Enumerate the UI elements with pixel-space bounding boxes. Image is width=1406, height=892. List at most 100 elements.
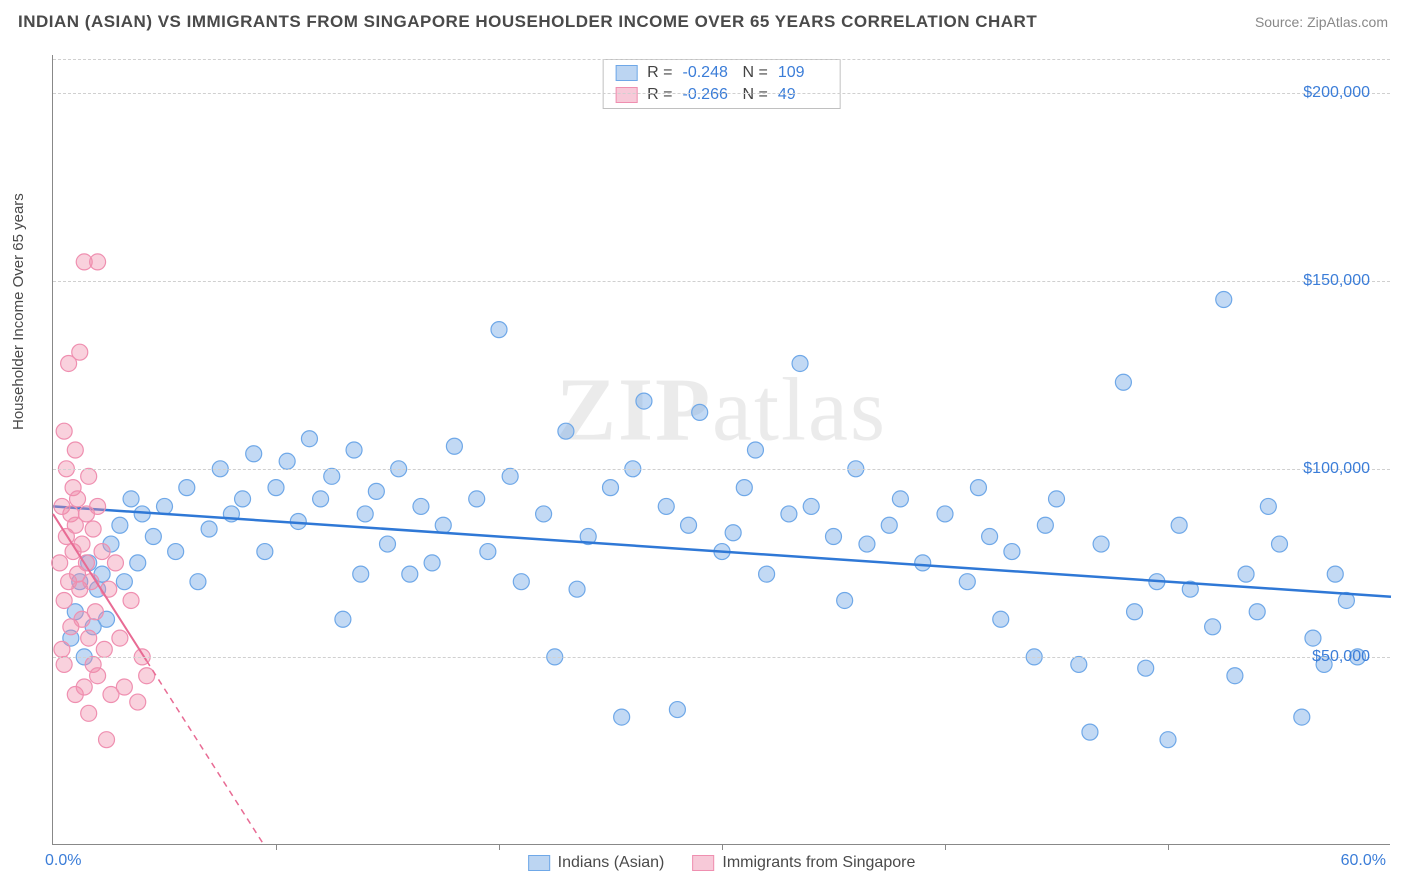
data-point-singapore xyxy=(94,544,110,560)
data-point-indians xyxy=(145,529,161,545)
data-point-indians xyxy=(168,544,184,560)
data-point-indians xyxy=(1093,536,1109,552)
data-point-indians xyxy=(413,498,429,514)
data-point-indians xyxy=(892,491,908,507)
data-point-singapore xyxy=(70,491,86,507)
y-tick-label: $200,000 xyxy=(1303,84,1370,102)
x-tick-mark xyxy=(722,844,723,850)
data-point-indians xyxy=(1227,668,1243,684)
data-point-singapore xyxy=(76,679,92,695)
data-point-singapore xyxy=(81,705,97,721)
trend-line-indians xyxy=(53,506,1391,596)
data-point-singapore xyxy=(90,254,106,270)
r-value-singapore: -0.266 xyxy=(683,86,733,104)
x-tick-start: 0.0% xyxy=(45,852,81,870)
data-point-singapore xyxy=(85,521,101,537)
bottom-legend: Indians (Asian) Immigrants from Singapor… xyxy=(528,854,916,872)
chart-plot-area: ZIPatlas R = -0.248 N = 109 R = -0.266 N… xyxy=(52,55,1390,845)
data-point-indians xyxy=(246,446,262,462)
legend-item-singapore: Immigrants from Singapore xyxy=(692,854,915,872)
data-point-singapore xyxy=(107,555,123,571)
data-point-indians xyxy=(402,566,418,582)
data-point-indians xyxy=(658,498,674,514)
data-point-indians xyxy=(1115,374,1131,390)
data-point-singapore xyxy=(52,555,68,571)
data-point-indians xyxy=(469,491,485,507)
legend-item-indians: Indians (Asian) xyxy=(528,854,665,872)
data-point-indians xyxy=(993,611,1009,627)
data-point-indians xyxy=(1037,517,1053,533)
chart-title: INDIAN (ASIAN) VS IMMIGRANTS FROM SINGAP… xyxy=(18,12,1037,32)
data-point-indians xyxy=(424,555,440,571)
data-point-indians xyxy=(301,431,317,447)
data-point-indians xyxy=(759,566,775,582)
data-point-indians xyxy=(826,529,842,545)
swatch-blue-icon xyxy=(528,855,550,871)
data-point-indians xyxy=(747,442,763,458)
data-point-indians xyxy=(513,574,529,590)
scatter-svg xyxy=(53,55,1390,844)
data-point-indians xyxy=(201,521,217,537)
data-point-indians xyxy=(435,517,451,533)
swatch-pink-icon xyxy=(692,855,714,871)
data-point-singapore xyxy=(96,641,112,657)
data-point-singapore xyxy=(87,604,103,620)
swatch-blue xyxy=(615,65,637,81)
data-point-indians xyxy=(1216,292,1232,308)
data-point-indians xyxy=(1205,619,1221,635)
data-point-singapore xyxy=(139,668,155,684)
data-point-singapore xyxy=(101,581,117,597)
data-point-indians xyxy=(736,480,752,496)
data-point-indians xyxy=(353,566,369,582)
gridline-h xyxy=(53,657,1390,658)
data-point-singapore xyxy=(54,641,70,657)
x-tick-mark xyxy=(276,844,277,850)
data-point-indians xyxy=(970,480,986,496)
n-value-singapore: 49 xyxy=(778,86,828,104)
data-point-singapore xyxy=(56,423,72,439)
data-point-indians xyxy=(959,574,975,590)
data-point-singapore xyxy=(90,668,106,684)
data-point-indians xyxy=(1071,656,1087,672)
data-point-indians xyxy=(130,555,146,571)
data-point-singapore xyxy=(90,498,106,514)
data-point-indians xyxy=(792,355,808,371)
y-tick-label: $150,000 xyxy=(1303,272,1370,290)
data-point-indians xyxy=(357,506,373,522)
data-point-indians xyxy=(614,709,630,725)
data-point-indians xyxy=(1138,660,1154,676)
data-point-indians xyxy=(1305,630,1321,646)
data-point-indians xyxy=(681,517,697,533)
data-point-indians xyxy=(346,442,362,458)
data-point-indians xyxy=(781,506,797,522)
gridline-h xyxy=(53,59,1390,60)
data-point-indians xyxy=(636,393,652,409)
data-point-indians xyxy=(837,592,853,608)
data-point-indians xyxy=(569,581,585,597)
data-point-indians xyxy=(279,453,295,469)
stats-row-indians: R = -0.248 N = 109 xyxy=(603,62,840,84)
data-point-indians xyxy=(380,536,396,552)
gridline-h xyxy=(53,281,1390,282)
data-point-indians xyxy=(502,468,518,484)
data-point-indians xyxy=(1004,544,1020,560)
legend-label-singapore: Immigrants from Singapore xyxy=(722,854,915,872)
data-point-indians xyxy=(157,498,173,514)
data-point-indians xyxy=(1327,566,1343,582)
data-point-singapore xyxy=(56,592,72,608)
y-tick-label: $50,000 xyxy=(1312,648,1370,666)
data-point-indians xyxy=(313,491,329,507)
data-point-indians xyxy=(1127,604,1143,620)
x-tick-mark xyxy=(945,844,946,850)
data-point-singapore xyxy=(67,442,83,458)
data-point-indians xyxy=(915,555,931,571)
x-tick-mark xyxy=(1168,844,1169,850)
data-point-indians xyxy=(324,468,340,484)
data-point-singapore xyxy=(72,344,88,360)
data-point-indians xyxy=(1272,536,1288,552)
y-axis-label: Householder Income Over 65 years xyxy=(10,193,27,430)
data-point-indians xyxy=(446,438,462,454)
data-point-indians xyxy=(235,491,251,507)
data-point-indians xyxy=(268,480,284,496)
data-point-indians xyxy=(1294,709,1310,725)
